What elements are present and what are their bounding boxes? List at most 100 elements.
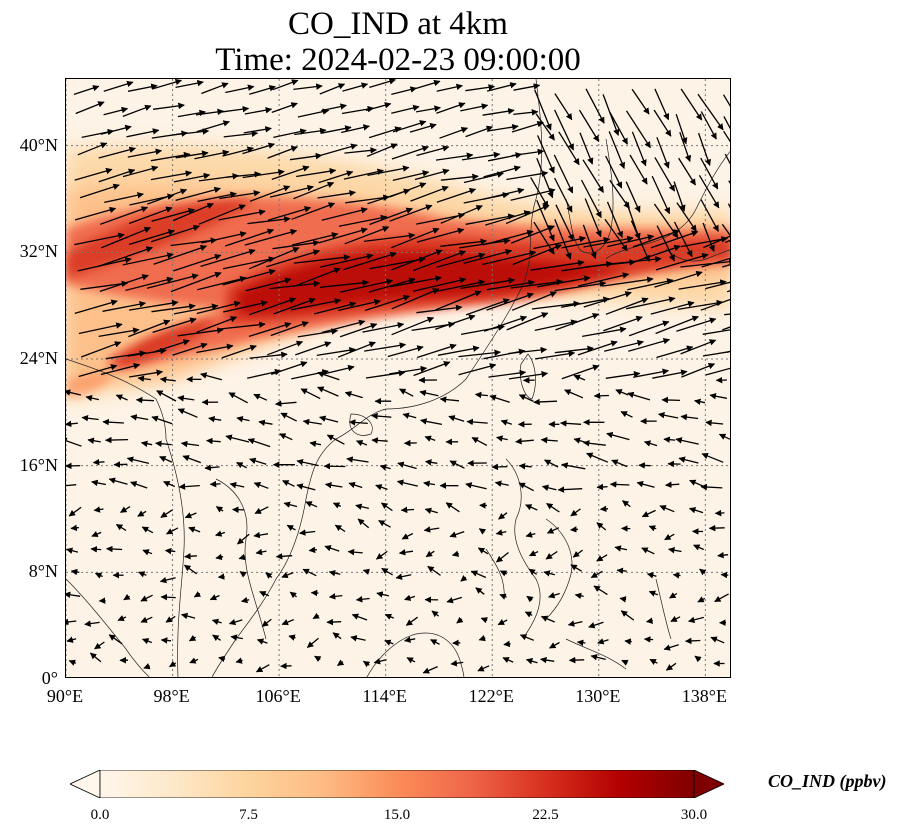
- wind-arrow: [222, 268, 276, 286]
- wind-arrow: [198, 204, 246, 225]
- wind-arrow: [483, 187, 525, 200]
- wind-arrow: [590, 570, 603, 579]
- wind-arrow: [319, 143, 358, 157]
- wind-arrow: [296, 483, 316, 491]
- wind-arrow: [122, 165, 159, 178]
- wind-arrow: [362, 568, 370, 575]
- wind-arrow: [173, 253, 222, 272]
- wind-arrow: [583, 235, 634, 248]
- wind-arrow: [350, 635, 366, 642]
- wind-arrow: [170, 271, 222, 293]
- wind-arrow: [669, 592, 678, 599]
- wind-arrow: [99, 274, 149, 293]
- wind-arrow: [582, 326, 627, 338]
- colorbar-tick-label: 15.0: [383, 807, 411, 823]
- wind-arrow: [664, 533, 675, 541]
- wind-arrow: [373, 658, 387, 665]
- wind-arrow: [282, 480, 295, 487]
- wind-arrow: [700, 111, 717, 140]
- wind-arrow: [137, 375, 151, 382]
- wind-arrow: [554, 93, 573, 121]
- wind-arrow: [649, 658, 658, 665]
- wind-arrow: [66, 636, 77, 643]
- wind-arrow: [500, 419, 513, 426]
- wind-arrow: [609, 179, 630, 209]
- wind-arrow: [365, 294, 411, 312]
- wind-arrow: [465, 213, 515, 225]
- wind-arrow: [94, 572, 103, 579]
- wind-arrow: [224, 228, 275, 247]
- wind-arrow: [654, 270, 703, 288]
- wind-arrow: [182, 455, 202, 464]
- wind-arrow: [197, 191, 237, 203]
- wind-arrow: [513, 83, 541, 91]
- wind-arrow: [495, 551, 509, 563]
- wind-arrow: [460, 277, 516, 290]
- wind-arrow: [90, 546, 102, 553]
- latitude-tick-label: 24°N: [19, 348, 58, 368]
- wind-arrow: [486, 279, 535, 291]
- wind-arrow: [646, 572, 657, 579]
- wind-arrow: [294, 127, 327, 136]
- wind-arrow: [137, 510, 147, 517]
- wind-arrow: [68, 506, 82, 517]
- wind-arrow: [599, 505, 609, 513]
- wind-arrow: [160, 509, 173, 518]
- wind-arrow: [312, 612, 320, 620]
- wind-arrow: [420, 418, 443, 426]
- wind-arrow: [296, 458, 319, 467]
- wind-arrow: [548, 592, 560, 599]
- wind-arrow: [196, 343, 234, 354]
- wind-arrow: [291, 369, 329, 380]
- wind-arrow: [506, 312, 549, 331]
- wind-arrow: [255, 548, 267, 556]
- wind-arrow: [475, 587, 485, 595]
- wind-arrow: [412, 277, 467, 292]
- wind-arrow: [317, 189, 356, 199]
- wind-arrow: [436, 102, 466, 114]
- wind-arrow: [127, 148, 163, 158]
- wind-arrow: [140, 616, 153, 623]
- wind-arrow: [184, 553, 197, 560]
- wind-arrow: [98, 168, 136, 183]
- wind-arrow: [643, 636, 654, 643]
- wind-arrow: [495, 529, 507, 536]
- wind-arrow: [101, 226, 152, 249]
- wind-arrow: [648, 590, 659, 597]
- map-subtitle-time: Time: 2024-02-23 09:00:00: [215, 42, 581, 78]
- wind-arrow: [530, 177, 549, 208]
- wind-arrow: [194, 149, 230, 160]
- wind-arrow: [596, 554, 608, 562]
- wind-arrow: [229, 482, 245, 489]
- wind-arrow: [66, 591, 81, 599]
- wind-arrow: [680, 236, 728, 248]
- wind-arrow: [482, 250, 537, 266]
- wind-arrow: [531, 300, 581, 310]
- wind-arrow: [328, 569, 341, 577]
- wind-arrow: [728, 180, 730, 184]
- wind-arrow: [225, 84, 255, 94]
- wind-arrow: [218, 655, 226, 663]
- wind-arrow: [561, 364, 600, 380]
- wind-arrow: [265, 572, 273, 579]
- wind-arrow: [150, 151, 191, 162]
- wind-arrow: [123, 593, 131, 601]
- wind-arrow: [273, 128, 307, 139]
- wind-arrow: [378, 520, 391, 528]
- wind-arrow: [288, 634, 296, 641]
- wind-arrow: [225, 434, 250, 443]
- wind-arrow: [700, 199, 719, 232]
- wind-arrow: [103, 80, 134, 92]
- wind-arrow: [389, 204, 433, 222]
- wind-arrow: [326, 618, 342, 626]
- wind-arrow: [543, 570, 555, 577]
- wind-arrow: [259, 591, 270, 598]
- wind-arrow: [553, 154, 574, 194]
- wind-arrow: [108, 477, 128, 485]
- wind-arrow: [718, 433, 730, 440]
- wind-arrow: [122, 104, 152, 118]
- wind-arrow: [177, 327, 224, 337]
- wind-arrow: [720, 571, 729, 579]
- wind-arrow: [302, 418, 322, 426]
- wind-arrow: [673, 181, 686, 212]
